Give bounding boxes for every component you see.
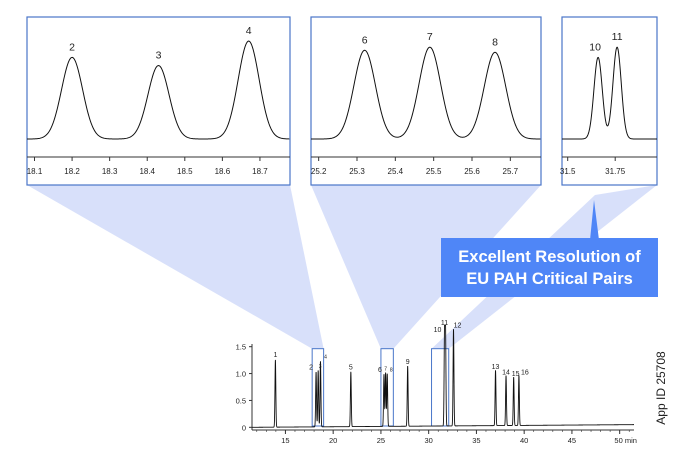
y-tick-label: 1.0 — [236, 370, 246, 379]
inset-x-tick-label: 18.5 — [177, 167, 193, 176]
peak-label-14: 14 — [502, 369, 510, 376]
inset-x-tick-label: 25.3 — [349, 167, 365, 176]
inset-frame — [561, 16, 658, 186]
banner-line-1: Excellent Resolution of — [458, 247, 641, 266]
peak-label-4: 4 — [324, 355, 327, 361]
peak-label-2: 2 — [309, 364, 313, 371]
peak-label-9: 9 — [406, 359, 410, 366]
peak-label-13: 13 — [492, 364, 500, 371]
resolution-banner: Excellent Resolution of EU PAH Critical … — [441, 238, 658, 297]
zoom-callouts — [27, 185, 657, 349]
peak-label-3: 3 — [319, 364, 322, 370]
inset-x-tick-label: 18.6 — [215, 167, 231, 176]
peak-label-16: 16 — [521, 369, 529, 376]
peak-label-15: 15 — [512, 371, 520, 378]
callout-shape-2 — [311, 185, 541, 349]
inset-x-tick-label: 18.7 — [252, 167, 268, 176]
inset-peak-label-2: 2 — [69, 41, 75, 53]
inset-peak-label-4: 4 — [246, 25, 252, 37]
inset-peak-label-8: 8 — [492, 36, 498, 48]
inset-trace — [27, 40, 290, 140]
inset-x-tick-label: 18.4 — [139, 167, 155, 176]
x-tick-label: 45 — [568, 436, 576, 445]
peak-label-6: 6 — [378, 367, 382, 374]
inset-x-tick-label: 25.2 — [311, 167, 327, 176]
inset-x-tick-label: 25.7 — [503, 167, 519, 176]
y-tick-label: 0.5 — [236, 396, 246, 405]
y-tick-label: 0 — [242, 423, 246, 432]
y-tick-label: 1.5 — [236, 343, 246, 352]
x-tick-label: 15 — [281, 436, 289, 445]
inset-trace — [562, 46, 657, 140]
inset-x-tick-label: 18.3 — [102, 167, 118, 176]
peak-label-12: 12 — [454, 323, 462, 330]
app-id-label: App ID 25708 — [654, 351, 668, 425]
inset-peak-label-11: 11 — [612, 31, 623, 43]
inset-peak-label-7: 7 — [427, 31, 433, 43]
inset-x-tick-label: 25.6 — [464, 167, 480, 176]
peak-label-8: 8 — [390, 368, 393, 374]
inset-x-tick-label: 25.5 — [426, 167, 442, 176]
inset-panel-peaks-6-8: 25.2 25.3 25.4 25.5 25.6 25.7 6 7 8 — [310, 16, 542, 186]
inset-x-tick-label: 31.75 — [605, 167, 626, 176]
x-tick-label: 40 — [520, 436, 528, 445]
peak-label-5: 5 — [349, 364, 353, 371]
x-tick-label: 25 — [377, 436, 385, 445]
zoom-window-frame-2 — [380, 348, 394, 427]
inset-peak-label-10: 10 — [589, 41, 601, 53]
x-tick-label: 30 — [425, 436, 433, 445]
inset-x-tick-label: 18.2 — [64, 167, 80, 176]
x-tick-label: 35 — [472, 436, 480, 445]
callout-shape-1 — [27, 185, 324, 349]
inset-x-tick-label: 18.1 — [27, 167, 43, 176]
peak-label-1: 1 — [273, 352, 277, 359]
banner-line-2: EU PAH Critical Pairs — [466, 269, 633, 288]
zoom-window-frame-1 — [311, 348, 325, 427]
inset-x-tick-label: 31.5 — [560, 167, 576, 176]
inset-peak-label-3: 3 — [156, 50, 162, 62]
inset-x-tick-label: 25.4 — [388, 167, 404, 176]
inset-panel-peaks-10-11: 31.5 31.75 10 11 — [560, 16, 658, 186]
peak-label-11: 11 — [441, 320, 448, 327]
x-tick-label: 50 min — [614, 436, 637, 445]
peak-label-7: 7 — [384, 367, 387, 373]
inset-peak-label-6: 6 — [362, 34, 368, 46]
inset-trace — [311, 46, 541, 140]
chromatogram-trace — [252, 324, 634, 428]
callout-arrow — [590, 200, 599, 240]
x-tick-label: 20 — [329, 436, 337, 445]
inset-panel-peaks-2-4: 18.1 18.2 18.3 18.4 18.5 18.6 18.7 2 3 4 — [26, 16, 291, 186]
peak-label-10: 10 — [434, 327, 442, 334]
